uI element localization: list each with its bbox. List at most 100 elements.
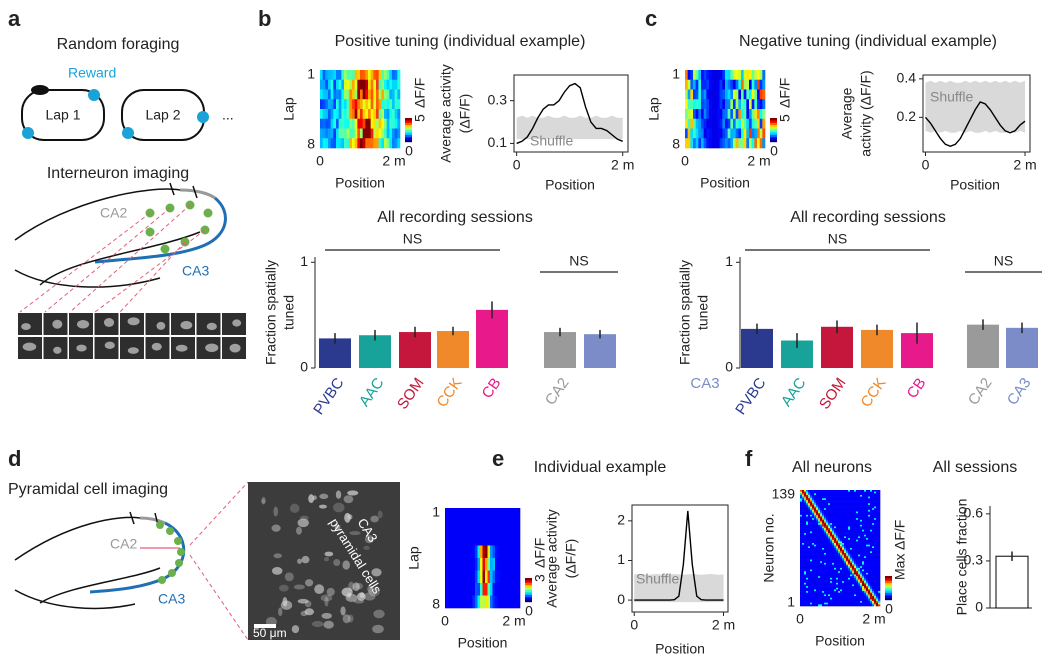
heatmap-cell bbox=[806, 602, 809, 605]
heatmap-cell bbox=[818, 494, 821, 497]
heatmap-cell bbox=[814, 554, 817, 557]
heatmap-cell bbox=[828, 513, 831, 516]
heatmap-cell bbox=[826, 521, 829, 524]
heatmap-cell bbox=[828, 508, 831, 511]
heatmap-cell bbox=[850, 508, 853, 511]
heatmap-cell bbox=[846, 567, 849, 570]
heatmap-cell bbox=[816, 526, 819, 529]
heatmap-cell bbox=[349, 128, 353, 139]
heatmap-cell bbox=[806, 549, 809, 552]
heatmap-cell bbox=[874, 556, 877, 559]
heatmap-cell bbox=[800, 589, 803, 592]
heatmap-cell bbox=[840, 564, 843, 567]
heatmap-cell bbox=[834, 549, 837, 552]
heatmap-cell bbox=[808, 586, 811, 589]
heatmap-cell bbox=[800, 564, 803, 567]
heatmap-cell bbox=[810, 566, 813, 569]
heatmap-cell bbox=[850, 572, 853, 575]
heatmap-cell bbox=[808, 531, 811, 534]
heatmap-cell bbox=[330, 138, 334, 149]
heatmap-cell bbox=[800, 549, 803, 552]
heatmap-cell bbox=[864, 566, 867, 569]
heatmap-cell bbox=[846, 582, 849, 585]
heatmap-cell bbox=[814, 534, 817, 537]
heatmap-cell bbox=[727, 70, 731, 81]
heatmap-cell bbox=[856, 582, 859, 585]
heatmap-cell bbox=[856, 544, 859, 547]
heatmap-cell bbox=[754, 109, 758, 120]
heatmap-cell bbox=[842, 514, 845, 517]
heatmap-cell bbox=[505, 558, 508, 571]
heatmap-cell bbox=[336, 138, 339, 149]
heatmap-cell bbox=[808, 518, 811, 521]
heatmap-cell bbox=[826, 601, 829, 603]
heatmap-cell bbox=[362, 79, 366, 90]
heatmap-cell bbox=[330, 70, 334, 81]
heatmap-cell bbox=[820, 498, 823, 501]
heatmap-cell bbox=[800, 584, 803, 587]
heatmap-cell bbox=[754, 89, 758, 100]
heatmap-cell bbox=[828, 526, 831, 529]
heatmap-cell bbox=[336, 128, 339, 139]
heatmap-cell bbox=[810, 562, 813, 565]
heatmap-cell bbox=[874, 591, 877, 594]
heatmap-cell bbox=[822, 581, 825, 584]
heatmap-cell bbox=[856, 589, 859, 592]
heatmap-cell bbox=[386, 128, 390, 139]
heatmap-cell bbox=[802, 587, 805, 590]
heatmap-cell bbox=[814, 518, 817, 521]
heatmap-cell bbox=[727, 99, 731, 110]
heatmap-cell bbox=[378, 70, 382, 81]
heatmap-cell bbox=[838, 582, 841, 585]
heatmap-cell bbox=[812, 559, 815, 562]
heatmap-cell bbox=[517, 545, 521, 559]
heatmap-cell bbox=[816, 587, 819, 590]
texture bbox=[260, 498, 266, 504]
heatmap-cell bbox=[836, 543, 839, 545]
heatmap-cell bbox=[858, 511, 861, 514]
heatmap-cell bbox=[824, 498, 827, 501]
heatmap-cell bbox=[864, 561, 867, 564]
heatmap-cell bbox=[844, 546, 847, 549]
heatmap-cell bbox=[818, 551, 821, 554]
heatmap-cell bbox=[812, 554, 815, 557]
heatmap-cell bbox=[341, 89, 345, 100]
heatmap-cell bbox=[806, 584, 809, 587]
heatmap-cell bbox=[812, 521, 815, 524]
heatmap-cell bbox=[848, 584, 851, 587]
heatmap-cell bbox=[806, 519, 809, 522]
heatmap-cell bbox=[816, 518, 819, 521]
heatmap-cell bbox=[818, 561, 821, 564]
colorbar-cell bbox=[525, 585, 532, 588]
heatmap-cell bbox=[808, 601, 811, 603]
heatmap-cell bbox=[824, 592, 827, 595]
heatmap-cell bbox=[370, 89, 374, 100]
panel-title: Negative tuning (individual example) bbox=[739, 33, 997, 50]
heatmap-cell bbox=[842, 581, 845, 584]
heatmap-cell bbox=[816, 596, 819, 599]
heatmap-cell bbox=[802, 554, 805, 557]
heatmap-cell bbox=[846, 503, 849, 506]
colorbar-cell bbox=[885, 576, 892, 579]
heatmap-cell bbox=[878, 559, 881, 562]
heatmap-cell bbox=[824, 524, 827, 527]
heatmap-cell bbox=[477, 520, 481, 534]
heatmap-cell bbox=[844, 551, 847, 554]
heatmap-cell bbox=[856, 519, 859, 522]
heatmap-cell bbox=[864, 602, 867, 605]
heatmap-cell bbox=[818, 531, 821, 534]
heatmap-cell bbox=[852, 536, 855, 539]
heatmap-cell bbox=[860, 566, 863, 569]
heatmap-cell bbox=[830, 498, 833, 501]
heatmap-cell bbox=[838, 548, 841, 550]
heatmap-cell bbox=[814, 552, 817, 555]
heatmap-cell bbox=[725, 118, 728, 129]
heatmap-cell bbox=[868, 516, 871, 519]
heatmap-cell bbox=[866, 586, 869, 589]
heatmap-cell bbox=[858, 523, 861, 526]
heatmap-cell bbox=[810, 508, 813, 511]
heatmap-cell bbox=[858, 494, 861, 497]
heatmap-cell bbox=[832, 509, 835, 512]
heatmap-cell bbox=[850, 559, 853, 562]
heatmap-cell bbox=[862, 584, 865, 587]
